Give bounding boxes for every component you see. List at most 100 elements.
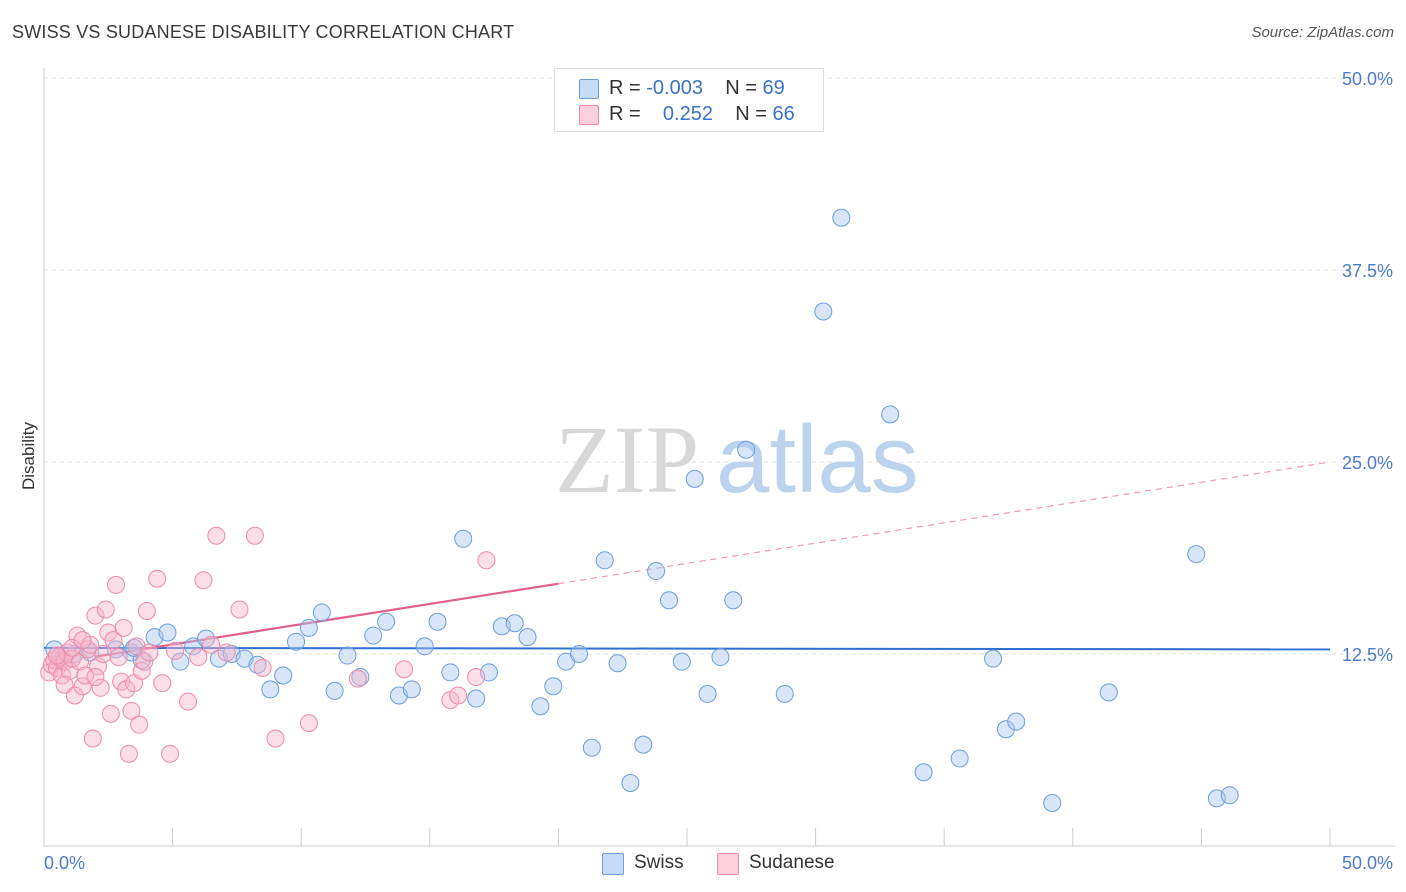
point-sudanese <box>253 658 272 677</box>
point-sudanese <box>230 600 249 619</box>
point-sudanese <box>245 526 264 545</box>
point-sudanese <box>166 641 185 660</box>
point-sudanese <box>189 648 208 667</box>
point-swiss <box>261 680 280 699</box>
x-tick-label: 50.0% <box>1342 853 1393 873</box>
point-sudanese <box>119 744 138 763</box>
point-sudanese <box>148 569 167 588</box>
point-swiss <box>881 405 900 424</box>
point-sudanese <box>104 631 123 650</box>
legend-swiss-r-value: -0.003 <box>646 77 703 99</box>
point-swiss <box>775 684 794 703</box>
source-label: Source: ZipAtlas.com <box>1251 24 1394 41</box>
point-swiss <box>608 654 627 673</box>
watermark-atlas: atlas <box>716 406 919 513</box>
point-swiss <box>415 637 434 656</box>
point-sudanese <box>55 675 74 694</box>
bottom-legend-swatch-sudanese <box>717 853 739 875</box>
x-tick-label: 0.0% <box>44 853 85 873</box>
point-sudanese <box>202 635 221 654</box>
point-swiss <box>832 208 851 227</box>
point-sudanese <box>122 701 141 720</box>
point-sudanese <box>194 571 213 590</box>
point-swiss <box>377 612 396 631</box>
point-swiss <box>737 440 756 459</box>
point-sudanese <box>299 714 318 733</box>
point-swiss <box>1043 793 1062 812</box>
point-swiss <box>364 626 383 645</box>
point-swiss <box>338 646 357 665</box>
point-swiss <box>685 469 704 488</box>
point-sudanese <box>477 551 496 570</box>
tick-labels: 12.5% 25.0% 37.5% 50.0% 0.0% 50.0% <box>44 69 1393 873</box>
point-sudanese <box>63 638 82 657</box>
point-swiss <box>647 562 666 581</box>
bottom-legend-label-sudanese: Sudanese <box>749 852 835 873</box>
point-sudanese <box>266 729 285 748</box>
trend-line-swiss <box>43 646 1331 651</box>
point-sudanese <box>73 677 92 696</box>
point-sudanese <box>107 575 126 594</box>
trend-lines <box>43 461 1331 658</box>
legend-sudanese-r-value: 0.252 <box>662 103 713 125</box>
bottom-legend-swatch-swiss <box>602 853 624 875</box>
point-swiss <box>698 684 717 703</box>
point-swiss <box>1187 545 1206 564</box>
point-swiss <box>428 612 447 631</box>
point-sudanese <box>86 606 105 625</box>
point-swiss <box>158 623 177 642</box>
point-swiss <box>582 738 601 757</box>
axes <box>43 68 1395 847</box>
point-swiss <box>950 749 969 768</box>
legend-sudanese-r-label: R = <box>609 103 647 125</box>
legend-swatch-sudanese <box>579 105 599 125</box>
point-swiss <box>248 655 267 674</box>
point-sudanese <box>86 668 105 687</box>
point-swiss <box>467 689 486 708</box>
point-swiss <box>634 735 653 754</box>
point-sudanese <box>348 669 367 688</box>
legend-swatch-swiss <box>579 79 599 99</box>
legend-sudanese-n-label: N = <box>735 103 773 125</box>
point-swiss <box>402 680 421 699</box>
legend-swiss-r-label: R = <box>609 77 647 99</box>
y-tick-label: 37.5% <box>1342 261 1393 281</box>
point-swiss <box>454 529 473 548</box>
point-sudanese <box>114 618 133 637</box>
point-sudanese <box>207 526 226 545</box>
point-swiss <box>1220 786 1239 805</box>
point-swiss <box>312 603 331 622</box>
chart-title: SWISS VS SUDANESE DISABILITY CORRELATION… <box>12 22 515 42</box>
legend-sudanese-n-value: 66 <box>772 103 795 125</box>
y-axis-label: Disability <box>19 421 38 490</box>
watermark-zip: ZIP <box>555 406 699 513</box>
point-sudanese <box>140 643 159 662</box>
point-sudanese <box>217 643 236 662</box>
point-sudanese <box>135 652 154 671</box>
point-swiss <box>724 591 743 610</box>
bottom-legend-label-swiss: Swiss <box>634 852 684 873</box>
y-tick-label: 12.5% <box>1342 645 1393 665</box>
point-swiss <box>569 645 588 663</box>
point-sudanese <box>467 668 486 687</box>
point-sudanese <box>395 660 414 679</box>
point-sudanese <box>94 645 113 663</box>
trend-line-sudanese <box>95 582 559 658</box>
point-swiss <box>171 652 190 671</box>
data-points <box>40 208 1239 812</box>
point-swiss <box>299 618 318 637</box>
point-sudanese <box>96 600 115 619</box>
point-swiss <box>531 697 550 716</box>
point-swiss <box>1099 683 1118 702</box>
point-sudanese <box>179 692 198 711</box>
point-sudanese <box>91 678 110 697</box>
point-sudanese <box>83 729 102 748</box>
point-swiss <box>518 628 537 647</box>
y-tick-label: 25.0% <box>1342 453 1393 473</box>
point-swiss <box>996 720 1015 739</box>
trend-line-sudanese-extension <box>558 461 1331 585</box>
point-sudanese <box>161 744 180 763</box>
watermark: ZIP atlas <box>555 406 919 513</box>
point-sudanese <box>109 648 128 667</box>
